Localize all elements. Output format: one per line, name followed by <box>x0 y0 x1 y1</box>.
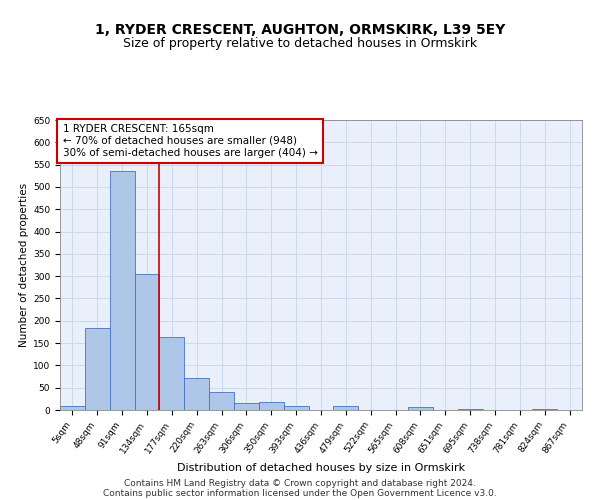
Bar <box>284 406 308 410</box>
Text: 1, RYDER CRESCENT, AUGHTON, ORMSKIRK, L39 5EY: 1, RYDER CRESCENT, AUGHTON, ORMSKIRK, L3… <box>95 22 505 36</box>
Y-axis label: Number of detached properties: Number of detached properties <box>19 183 29 347</box>
Text: Contains HM Land Registry data © Crown copyright and database right 2024.: Contains HM Land Registry data © Crown c… <box>124 478 476 488</box>
Bar <box>160 338 184 410</box>
Bar <box>532 408 557 410</box>
X-axis label: Distribution of detached houses by size in Ormskirk: Distribution of detached houses by size … <box>177 463 465 473</box>
Bar <box>184 378 209 410</box>
Bar <box>60 406 85 410</box>
Text: Contains public sector information licensed under the Open Government Licence v3: Contains public sector information licen… <box>103 488 497 498</box>
Bar <box>234 404 259 410</box>
Text: Size of property relative to detached houses in Ormskirk: Size of property relative to detached ho… <box>123 38 477 51</box>
Bar <box>85 328 110 410</box>
Bar <box>259 402 284 410</box>
Bar <box>408 408 433 410</box>
Bar <box>458 409 482 410</box>
Text: 1 RYDER CRESCENT: 165sqm
← 70% of detached houses are smaller (948)
30% of semi-: 1 RYDER CRESCENT: 165sqm ← 70% of detach… <box>62 124 317 158</box>
Bar <box>209 392 234 410</box>
Bar <box>334 406 358 410</box>
Bar <box>134 274 160 410</box>
Bar <box>110 172 134 410</box>
